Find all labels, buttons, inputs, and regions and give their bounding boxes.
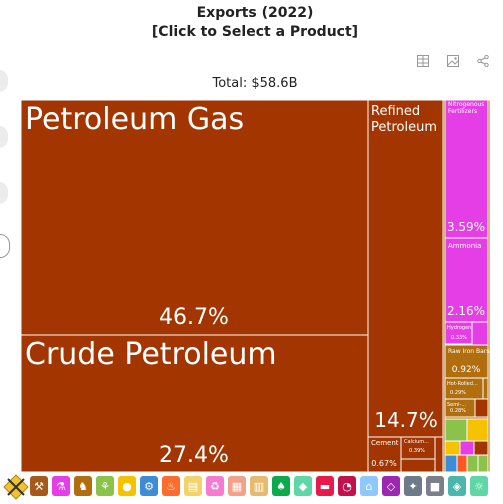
treemap-tile-small[interactable] bbox=[444, 418, 468, 442]
treemap-tile-small[interactable] bbox=[482, 377, 489, 400]
flame-icon[interactable]: ♨ bbox=[162, 476, 180, 496]
treemap-tile-label: Refined bbox=[371, 104, 420, 119]
sun-icon[interactable]: ☼ bbox=[470, 476, 488, 496]
legend: ⚒ ⚗ ♞ ⚘ ● ⚙ ♨ ▤ ♻ ▦ ▥ ♠ ◆ ▬ ◔ ⌂ ◇ ✦ ■ ◈ ☼ bbox=[30, 476, 488, 496]
treemap-tile-value: 0.29% bbox=[450, 390, 466, 396]
image-icon[interactable] bbox=[447, 55, 459, 67]
treemap-tile-value: 3.59% bbox=[447, 220, 485, 234]
treemap-tile-label: Calcium... bbox=[404, 439, 429, 445]
treemap-tile-value: 0.39% bbox=[409, 448, 425, 454]
share-icon[interactable] bbox=[477, 55, 489, 67]
treemap-tile-label: Hot-Rolled... bbox=[447, 381, 478, 387]
treemap-tile-value: 0.67% bbox=[371, 459, 397, 468]
treemap-tile-label: Raw Iron Bars bbox=[448, 348, 489, 355]
paper-icon[interactable]: ▤ bbox=[184, 476, 202, 496]
treemap-tile-label: Crude Petroleum bbox=[25, 337, 277, 372]
treemap-tile-ammonia[interactable] bbox=[444, 237, 489, 323]
treemap-tile-label: Ammonia bbox=[448, 242, 481, 250]
side-button[interactable] bbox=[0, 182, 8, 204]
shoe-icon[interactable]: ⌂ bbox=[360, 476, 378, 496]
treemap-tile-small[interactable] bbox=[466, 454, 479, 473]
treemap-tile-small[interactable] bbox=[474, 398, 489, 418]
treemap-tile-small[interactable] bbox=[444, 440, 461, 456]
treemap-tile-small[interactable] bbox=[473, 440, 489, 456]
art-icon[interactable]: ◈ bbox=[448, 476, 466, 496]
cow-icon[interactable]: ♞ bbox=[74, 476, 92, 496]
treemap-tile-label: Petroleum bbox=[371, 120, 437, 135]
treemap-tile-value: 0.92% bbox=[452, 365, 481, 375]
treemap-tile-label: Nitrogenous bbox=[448, 101, 484, 108]
flask-icon[interactable]: ⚗ bbox=[52, 476, 70, 496]
treemap-tile-value: 27.4% bbox=[159, 443, 229, 468]
side-button[interactable] bbox=[0, 70, 8, 92]
table-icon[interactable] bbox=[417, 55, 429, 67]
gear-icon[interactable]: ⚙ bbox=[140, 476, 158, 496]
treemap-tile-small[interactable] bbox=[459, 440, 475, 456]
wheat-icon[interactable]: ⚘ bbox=[96, 476, 114, 496]
treemap-tile-label: Hydrogen bbox=[447, 325, 471, 331]
treemap-tile-label: Fertilizers bbox=[448, 108, 477, 115]
treemap-tile-small[interactable] bbox=[477, 454, 489, 473]
treemap-tile-value: 0.33% bbox=[451, 335, 467, 341]
recycle-icon[interactable]: ♻ bbox=[206, 476, 224, 496]
treemap-tile-value: 46.7% bbox=[159, 305, 229, 330]
logo-icon bbox=[3, 474, 29, 500]
box-icon[interactable]: ■ bbox=[426, 476, 444, 496]
treemap-tile-small[interactable] bbox=[466, 418, 489, 442]
treemap-tile-small[interactable] bbox=[444, 454, 458, 473]
treemap-tile-crude-petroleum[interactable] bbox=[20, 334, 369, 473]
treemap-tile-label: Semi-... bbox=[447, 402, 466, 408]
hide-icon[interactable]: ◆ bbox=[294, 476, 312, 496]
chart-title-line1: Exports (2022) bbox=[196, 5, 314, 21]
treemap-tile-small[interactable] bbox=[471, 321, 489, 346]
shirt-icon[interactable]: ♠ bbox=[272, 476, 290, 496]
treemap-tile-cement[interactable] bbox=[367, 436, 402, 473]
side-button[interactable] bbox=[0, 126, 8, 148]
treemap-tile-small[interactable] bbox=[434, 436, 444, 473]
total-label: Total: $58.6B bbox=[212, 76, 298, 91]
wood-icon[interactable]: ▥ bbox=[250, 476, 268, 496]
treemap-tile-small[interactable] bbox=[400, 458, 436, 473]
treemap-tile-nitrogenous-fertilizers[interactable] bbox=[444, 99, 489, 239]
anvil-icon[interactable]: ⚒ bbox=[30, 476, 48, 496]
treemap-tile-refined-petroleum[interactable] bbox=[367, 99, 444, 438]
treemap-tile-small[interactable] bbox=[456, 454, 468, 473]
gauge-icon[interactable]: ◔ bbox=[338, 476, 356, 496]
treemap-tile-value: 2.16% bbox=[447, 304, 485, 318]
brick-icon[interactable]: ▦ bbox=[228, 476, 246, 496]
treemap-tile-petroleum-gas[interactable] bbox=[20, 99, 369, 336]
treemap-tile-label: Petroleum Gas bbox=[25, 102, 244, 137]
weapon-icon[interactable]: ✦ bbox=[404, 476, 422, 496]
treemap-tile-label: Cement bbox=[371, 439, 399, 447]
treemap-tile-value: 0.28% bbox=[450, 408, 466, 414]
car-icon[interactable]: ▬ bbox=[316, 476, 334, 496]
gem-icon[interactable]: ◇ bbox=[382, 476, 400, 496]
toolbar bbox=[417, 55, 489, 67]
chart-title-line2[interactable]: [Click to Select a Product] bbox=[151, 24, 359, 40]
food-icon[interactable]: ● bbox=[118, 476, 136, 496]
treemap-tile-value: 14.7% bbox=[374, 408, 438, 432]
chart-title: Exports (2022) [Click to Select a Produc… bbox=[0, 4, 503, 42]
